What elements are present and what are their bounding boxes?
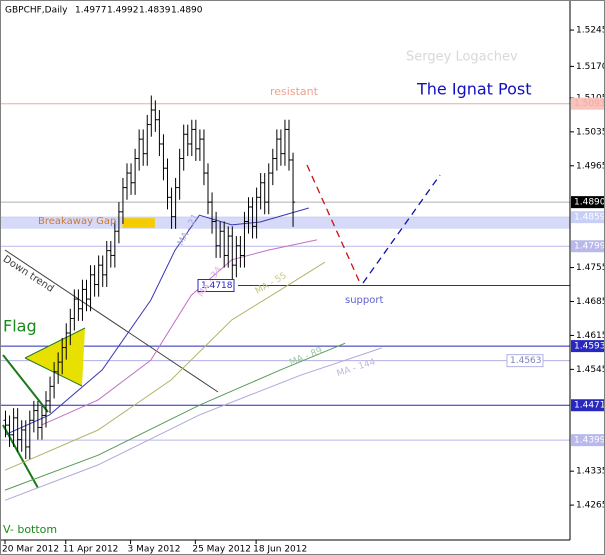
chart-title: GBPCHF,Daily bbox=[5, 6, 68, 16]
y-tick-label: 1.5245 bbox=[576, 26, 605, 36]
watermark: Sergey Logachev bbox=[406, 50, 518, 65]
forecast-down bbox=[306, 164, 361, 284]
flag-pole bbox=[2, 424, 39, 489]
header-open: 1.4977 bbox=[75, 6, 107, 16]
flag-pole bbox=[2, 354, 49, 413]
level-label: 1.5093 bbox=[574, 99, 605, 109]
level-label: 1.4471 bbox=[574, 401, 605, 411]
level-box bbox=[571, 240, 604, 253]
gap-band bbox=[0, 217, 570, 229]
resistance-label: resistant bbox=[270, 85, 319, 98]
level-label: 1.4563 bbox=[510, 356, 542, 366]
level-box bbox=[571, 340, 604, 353]
bars-layer bbox=[3, 95, 296, 460]
brand: The Ignat Post bbox=[416, 80, 532, 99]
moving-average bbox=[4, 261, 326, 471]
header-close: 1.4890 bbox=[171, 6, 203, 16]
x-tick-label: 20 Mar 2012 bbox=[2, 545, 59, 555]
x-tick-label: 11 Apr 2012 bbox=[63, 545, 119, 555]
level-box bbox=[197, 279, 235, 293]
level-box bbox=[506, 354, 544, 368]
header-high: 1.4992 bbox=[107, 6, 139, 16]
y-tick-label: 1.4615 bbox=[576, 331, 605, 341]
level-label: 1.4718 bbox=[201, 281, 233, 291]
gap-label: Breakaway Gap bbox=[38, 216, 116, 227]
level-label: 1.4593 bbox=[574, 342, 605, 352]
moving-average bbox=[41, 239, 317, 426]
moving-average bbox=[4, 207, 309, 436]
y-tick-label: 1.4545 bbox=[576, 365, 605, 375]
y-tick-label: 1.5035 bbox=[576, 127, 605, 137]
y-tick-label: 1.4755 bbox=[576, 263, 605, 273]
level-label: 1.4799 bbox=[574, 242, 605, 252]
level-box bbox=[571, 196, 604, 209]
moving-average bbox=[4, 347, 382, 501]
y-tick-label: 1.5170 bbox=[576, 62, 605, 72]
x-tick-label: 18 Jun 2012 bbox=[253, 545, 307, 555]
x-tick-label: 3 May 2012 bbox=[128, 545, 181, 555]
gap-box bbox=[122, 218, 155, 228]
level-label: 1.4399 bbox=[574, 436, 605, 446]
y-tick-label: 1.4965 bbox=[576, 161, 605, 171]
ma-layer bbox=[4, 207, 382, 501]
y-tick-label: 1.4335 bbox=[576, 467, 605, 477]
support-label: support bbox=[345, 295, 383, 306]
level-box bbox=[571, 97, 604, 110]
moving-average bbox=[4, 342, 346, 491]
flag-label: Flag bbox=[3, 317, 37, 336]
level-box bbox=[571, 434, 604, 447]
level-label: 1.4859 bbox=[574, 213, 605, 223]
y-tick-label: 1.4265 bbox=[576, 501, 605, 511]
x-tick-label: 25 May 2012 bbox=[192, 545, 251, 555]
level-label: 1.4890 bbox=[574, 198, 605, 208]
flag-edge bbox=[24, 357, 83, 387]
flag-edge bbox=[24, 327, 86, 359]
labels-layer: 1.52451.51701.51051.50351.49651.47551.46… bbox=[2, 26, 605, 555]
header-low: 1.4839 bbox=[139, 6, 171, 16]
level-box bbox=[571, 399, 604, 412]
y-tick-label: 1.4685 bbox=[576, 297, 605, 307]
level-box bbox=[571, 211, 604, 224]
bottom-label: V- bottom bbox=[3, 523, 57, 536]
forecast-up bbox=[362, 174, 441, 284]
